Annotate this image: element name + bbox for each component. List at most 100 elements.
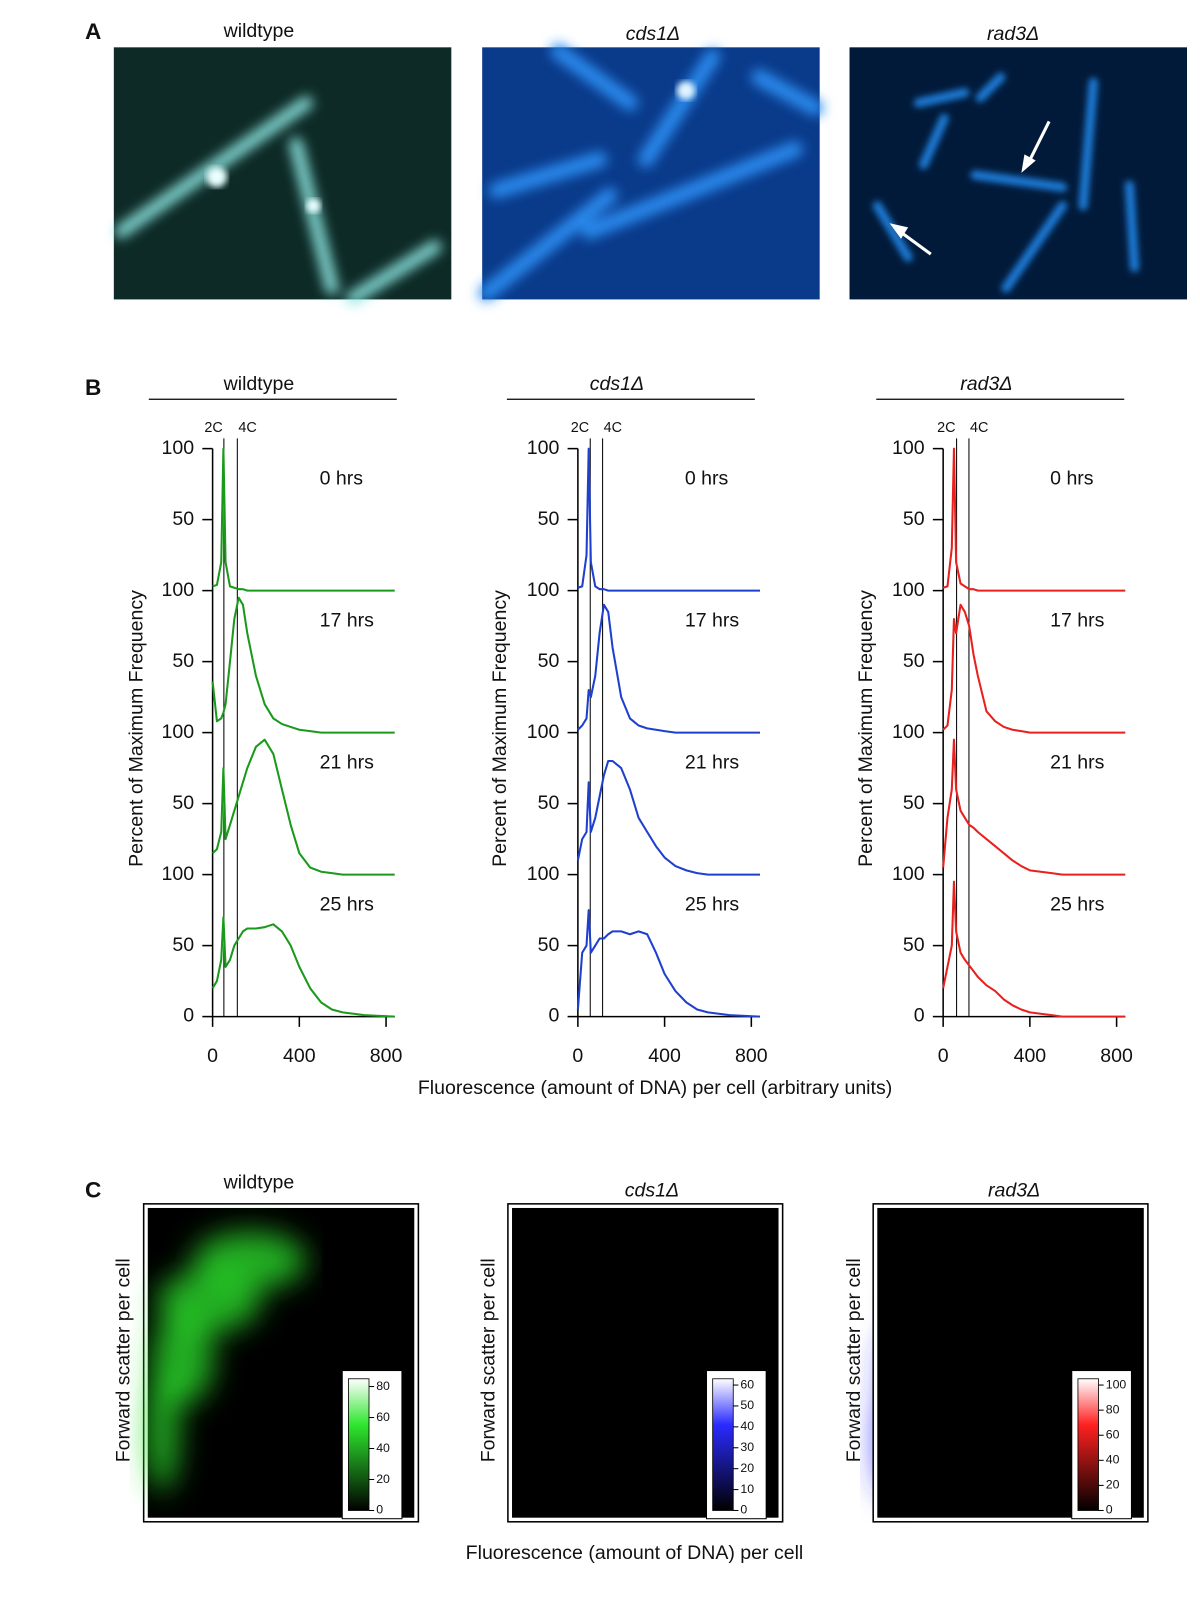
series-label: 0 hrs bbox=[685, 468, 729, 490]
plot-title: wildtype bbox=[223, 1171, 295, 1193]
y-axis-label: Percent of Maximum Frequency bbox=[489, 590, 511, 867]
ploidy-label: 2C bbox=[204, 420, 222, 436]
colorbar-tick-label: 0 bbox=[1106, 1503, 1113, 1517]
histogram-line bbox=[942, 880, 1126, 1018]
histogram-line bbox=[942, 603, 1126, 734]
colorbar-tick-label: 40 bbox=[376, 1441, 390, 1455]
y-tick-label: 100 bbox=[892, 579, 925, 601]
series-label: 21 hrs bbox=[320, 752, 375, 774]
series-label: 21 hrs bbox=[1050, 752, 1105, 774]
y-tick-label: 100 bbox=[161, 579, 194, 601]
histogram-line bbox=[211, 738, 395, 876]
colorbar-tick-label: 0 bbox=[740, 1503, 747, 1517]
colorbar-tick-label: 40 bbox=[1106, 1453, 1120, 1467]
colorbar bbox=[1077, 1378, 1099, 1511]
y-tick-label: 50 bbox=[172, 508, 194, 530]
y-tick-label: 100 bbox=[527, 579, 560, 601]
colorbar-tick-label: 60 bbox=[1106, 1427, 1120, 1441]
micrograph bbox=[478, 43, 824, 301]
x-tick-label: 400 bbox=[648, 1045, 681, 1067]
histogram-line bbox=[212, 447, 395, 592]
y-tick-label: 100 bbox=[892, 863, 925, 885]
y-tick-label: 50 bbox=[903, 934, 925, 956]
ploidy-label: 2C bbox=[571, 420, 589, 436]
y-tick-label: 100 bbox=[892, 721, 925, 743]
y-axis-label: Percent of Maximum Frequency bbox=[855, 590, 877, 867]
y-tick-label: 50 bbox=[172, 650, 194, 672]
series-label: 25 hrs bbox=[685, 894, 740, 916]
y-tick-label: 50 bbox=[903, 650, 925, 672]
histogram-line bbox=[576, 759, 760, 876]
colorbar-tick-label: 60 bbox=[376, 1410, 390, 1424]
x-tick-label: 800 bbox=[1100, 1045, 1133, 1067]
histogram-line bbox=[942, 447, 1126, 592]
plot-title: rad3Δ bbox=[988, 1180, 1040, 1202]
histogram-line bbox=[211, 596, 395, 734]
y-tick-label: 50 bbox=[538, 934, 560, 956]
y-tick-label: 50 bbox=[903, 792, 925, 814]
chart-title: cds1Δ bbox=[590, 373, 644, 395]
y-axis-label: Forward scatter per cell bbox=[478, 1258, 500, 1462]
y-axis-label: Percent of Maximum Frequency bbox=[126, 590, 148, 867]
series-label: 17 hrs bbox=[1050, 610, 1105, 632]
x-tick-label: 0 bbox=[207, 1045, 218, 1067]
series-label: 0 hrs bbox=[1050, 468, 1094, 490]
heatmap-density bbox=[145, 1231, 307, 1492]
ploidy-label: 4C bbox=[970, 420, 988, 436]
x-axis-label: Fluorescence (amount of DNA) per cell bbox=[466, 1542, 804, 1564]
histogram-line bbox=[577, 447, 760, 592]
series-label: 17 hrs bbox=[685, 610, 740, 632]
ploidy-label: 4C bbox=[238, 420, 256, 436]
y-tick-label: 50 bbox=[903, 508, 925, 530]
colorbar bbox=[712, 1378, 734, 1511]
y-tick-label: 100 bbox=[527, 863, 560, 885]
series-label: 17 hrs bbox=[320, 610, 375, 632]
colorbar-tick-label: 20 bbox=[376, 1472, 390, 1486]
y-tick-label: 0 bbox=[914, 1005, 925, 1027]
ploidy-label: 2C bbox=[937, 420, 955, 436]
series-label: 25 hrs bbox=[320, 894, 375, 916]
panel-label: C bbox=[85, 1177, 101, 1202]
panel-label: A bbox=[85, 19, 101, 44]
y-tick-label: 50 bbox=[538, 792, 560, 814]
colorbar-tick-label: 30 bbox=[740, 1440, 754, 1454]
series-label: 0 hrs bbox=[320, 468, 364, 490]
y-tick-label: 50 bbox=[172, 934, 194, 956]
colorbar-tick-label: 80 bbox=[376, 1379, 390, 1393]
x-tick-label: 800 bbox=[735, 1045, 768, 1067]
ploidy-label: 4C bbox=[604, 420, 622, 436]
panel-title: wildtype bbox=[223, 20, 295, 42]
x-tick-label: 0 bbox=[938, 1045, 949, 1067]
chart-title: rad3Δ bbox=[960, 373, 1012, 395]
colorbar-tick-label: 40 bbox=[740, 1419, 754, 1433]
y-tick-label: 0 bbox=[548, 1005, 559, 1027]
colorbar-tick-label: 60 bbox=[740, 1377, 754, 1391]
colorbar-tick-label: 10 bbox=[740, 1482, 754, 1496]
colorbar-tick-label: 20 bbox=[740, 1461, 754, 1475]
colorbar-tick-label: 100 bbox=[1106, 1377, 1127, 1391]
panel-title: cds1Δ bbox=[626, 23, 680, 45]
micrograph bbox=[113, 47, 452, 306]
y-tick-label: 100 bbox=[527, 437, 560, 459]
y-tick-label: 100 bbox=[892, 437, 925, 459]
y-tick-label: 50 bbox=[538, 650, 560, 672]
plot-title: cds1Δ bbox=[625, 1180, 679, 1202]
panel-label: B bbox=[85, 375, 101, 400]
y-tick-label: 0 bbox=[183, 1005, 194, 1027]
colorbar-tick-label: 80 bbox=[1106, 1402, 1120, 1416]
x-axis-label: Fluorescence (amount of DNA) per cell (a… bbox=[418, 1077, 892, 1099]
histogram-line bbox=[942, 738, 1126, 876]
x-tick-label: 800 bbox=[370, 1045, 403, 1067]
density-blob bbox=[145, 1368, 179, 1492]
x-tick-label: 400 bbox=[1014, 1045, 1047, 1067]
y-tick-label: 50 bbox=[538, 508, 560, 530]
x-tick-label: 0 bbox=[572, 1045, 583, 1067]
histogram-line bbox=[576, 909, 761, 1018]
y-axis-label: Forward scatter per cell bbox=[843, 1258, 865, 1462]
panel-title: rad3Δ bbox=[987, 23, 1039, 45]
histogram-line bbox=[577, 603, 760, 734]
y-tick-label: 100 bbox=[161, 437, 194, 459]
histogram-line bbox=[211, 916, 395, 1018]
colorbar bbox=[348, 1378, 370, 1511]
